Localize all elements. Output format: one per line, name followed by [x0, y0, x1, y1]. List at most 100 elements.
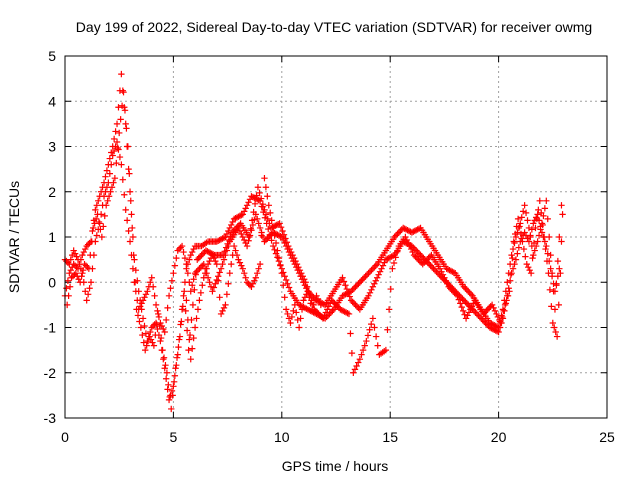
data-point [507, 271, 515, 278]
data-point [334, 303, 341, 310]
data-point [130, 251, 137, 259]
data-point [352, 301, 359, 309]
data-point [208, 250, 215, 257]
data-point [523, 260, 530, 268]
data-point [407, 245, 415, 253]
data-point [552, 328, 559, 336]
data-point [199, 262, 206, 269]
data-point [338, 306, 345, 314]
data-point [144, 337, 152, 345]
data-point [188, 248, 196, 256]
data-point [241, 270, 248, 277]
data-point [371, 263, 378, 271]
data-point [85, 265, 93, 272]
data-point [119, 87, 127, 94]
data-point [127, 197, 134, 204]
data-point [220, 251, 227, 259]
data-point [434, 270, 442, 277]
data-point [344, 309, 351, 317]
data-point [73, 253, 80, 260]
data-point [496, 316, 503, 324]
data-point [313, 292, 320, 300]
data-point [306, 294, 313, 301]
data-point [159, 346, 166, 354]
data-point [490, 304, 497, 312]
data-point [181, 288, 188, 295]
data-point [352, 283, 359, 290]
data-point [366, 326, 373, 333]
data-point [280, 269, 287, 276]
data-point [514, 250, 521, 257]
data-point [110, 147, 118, 155]
data-point [219, 307, 226, 315]
data-point [239, 211, 246, 218]
data-point [394, 248, 401, 255]
data-point [395, 229, 403, 236]
data-point [536, 197, 543, 204]
data-point [373, 274, 381, 281]
data-point [262, 236, 270, 244]
data-point [387, 254, 394, 261]
data-point [342, 309, 350, 316]
data-point [522, 253, 529, 260]
data-point [369, 315, 377, 322]
data-point [188, 282, 196, 289]
data-point [405, 227, 413, 235]
data-point [173, 362, 180, 369]
data-point [173, 354, 181, 361]
data-point [284, 280, 291, 287]
data-point [69, 251, 76, 259]
data-point [68, 274, 75, 281]
data-point [535, 206, 542, 214]
data-point [222, 233, 229, 241]
data-point [353, 362, 360, 370]
data-point [388, 253, 395, 260]
data-point [242, 205, 249, 212]
data-point [420, 259, 428, 266]
data-point [364, 332, 372, 339]
data-point [71, 250, 79, 257]
data-point [190, 334, 197, 342]
data-point [379, 262, 387, 269]
data-point [139, 297, 147, 304]
data-point [431, 266, 439, 274]
data-point [368, 266, 375, 274]
data-point [345, 310, 353, 318]
y-tick-label: 3 [48, 139, 56, 155]
data-point [511, 239, 518, 247]
data-point [73, 263, 80, 271]
data-point [302, 279, 309, 286]
data-point [525, 263, 532, 271]
data-point [146, 333, 153, 340]
data-point [213, 238, 220, 245]
data-point [272, 250, 280, 257]
data-point [346, 293, 353, 300]
data-point [503, 297, 510, 304]
data-point [157, 337, 164, 345]
data-point [544, 215, 551, 223]
data-point [261, 174, 268, 182]
data-point [156, 322, 163, 330]
data-point [106, 170, 114, 177]
data-point [382, 256, 390, 263]
data-point [230, 227, 237, 235]
data-point [296, 266, 304, 274]
data-point [100, 223, 107, 230]
data-point [199, 250, 207, 257]
data-point [463, 300, 471, 307]
data-point [292, 257, 299, 265]
data-point [254, 184, 262, 191]
data-point [147, 279, 154, 286]
data-point [508, 270, 515, 277]
data-point [171, 372, 179, 379]
data-point [541, 238, 549, 245]
data-point [254, 196, 261, 203]
data-point [66, 283, 74, 290]
data-point [495, 328, 502, 336]
data-point [143, 342, 150, 349]
data-point [178, 306, 186, 313]
data-point [142, 291, 150, 298]
data-point [168, 387, 176, 395]
data-point [95, 218, 103, 226]
data-point [76, 279, 84, 286]
